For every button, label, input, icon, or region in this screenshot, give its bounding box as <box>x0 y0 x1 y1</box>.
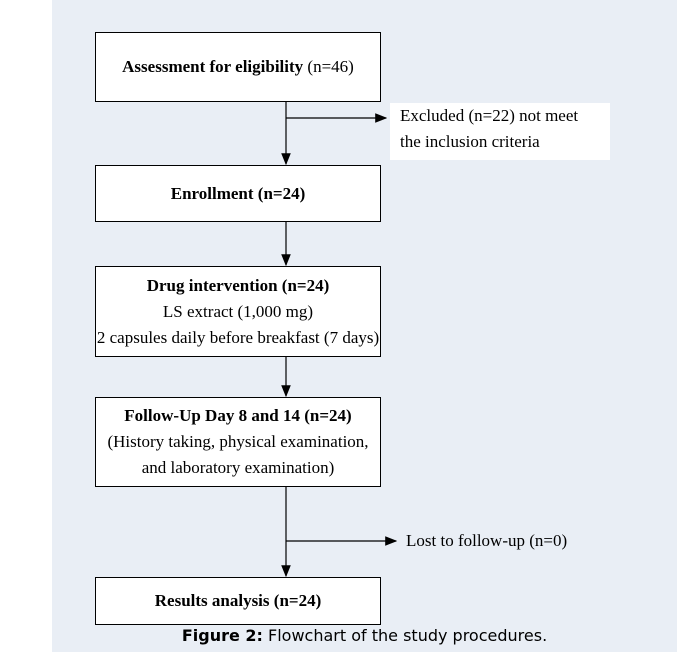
node: Results analysis (n=24) <box>95 577 381 625</box>
node-title: Assessment for eligibility <box>122 57 304 76</box>
node-title: Enrollment <box>170 183 254 203</box>
node-line: (History taking, physical examination, <box>107 432 369 451</box>
node: Assessment for eligibility (n=46) <box>95 32 381 102</box>
node-title: Drug intervention <box>146 275 278 295</box>
node-count: (n=24) <box>257 183 306 203</box>
node-count: (n=24) <box>304 406 352 425</box>
node-line: and laboratory examination) <box>141 458 335 477</box>
caption-text: Flowchart of the study procedures. <box>268 626 548 645</box>
note-line: Lost to follow-up (n=0) <box>406 531 568 550</box>
node-title: Results analysis <box>154 591 270 610</box>
note-line: the inclusion criteria <box>400 132 540 151</box>
node-line: 2 capsules daily before breakfast (7 day… <box>96 327 380 347</box>
node-title: Follow-Up Day 8 and 14 <box>124 406 300 425</box>
node-count: (n=46) <box>307 57 354 76</box>
note-line: Excluded (n=22) not meet <box>400 106 579 125</box>
node: Follow-Up Day 8 and 14 (n=24) (History t… <box>95 397 381 487</box>
node-count: (n=24) <box>281 275 330 295</box>
caption-label: Figure 2: <box>181 626 263 645</box>
caption: Figure 2: Flowchart of the study procedu… <box>52 626 677 645</box>
node-count: (n=24) <box>273 591 322 610</box>
node-line: LS extract (1,000 mg) <box>162 301 314 321</box>
node: Drug intervention (n=24) LS extract (1,0… <box>95 266 381 357</box>
side-note: Lost to follow-up (n=0) <box>406 528 567 554</box>
node: Enrollment (n=24) <box>95 165 381 222</box>
side-note: Excluded (n=22) not meet the inclusion c… <box>390 103 610 160</box>
